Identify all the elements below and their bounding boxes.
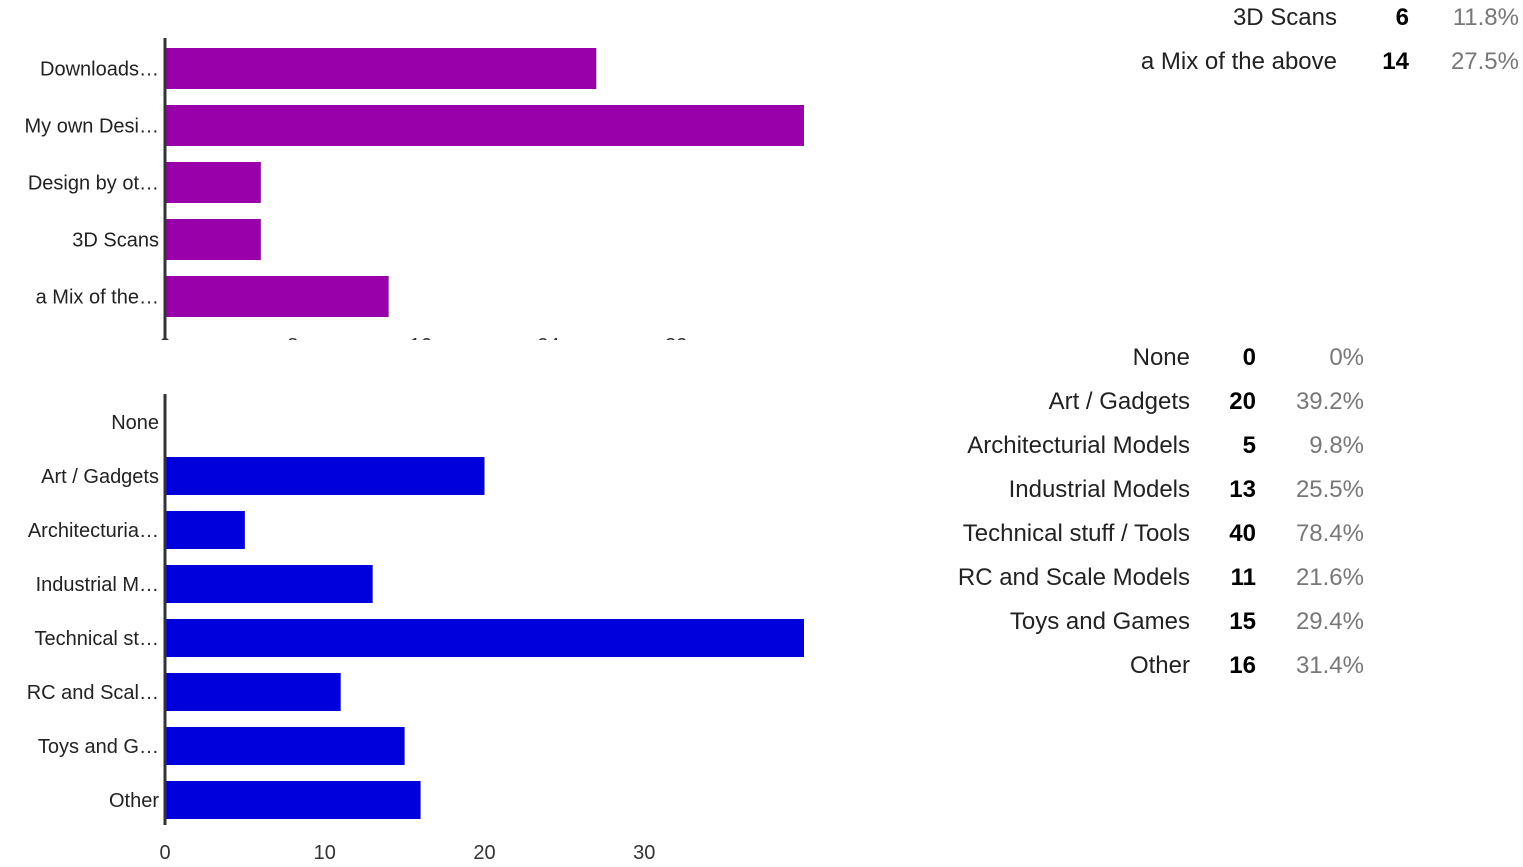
bottom-bar-chart: None Art / Gadgets Architecturia… Industria… (27, 394, 804, 864)
bar (166, 565, 373, 603)
summary-label: 3D Scans (1232, 4, 1337, 31)
summary-percent: 11.8% (1452, 4, 1519, 31)
summary-count: 20 (1229, 388, 1256, 415)
summary-table-bottom: None 0 0% Art / Gadgets 20 39.2% Architecturia… (930, 336, 1364, 688)
category-label: Downloads… (40, 59, 159, 81)
category-label: Industrial M… (36, 574, 159, 596)
bar (166, 48, 597, 89)
summary-row: Technical stuff / Tools 40 78.4% (930, 512, 1364, 556)
summary-percent: 21.6% (1295, 564, 1364, 591)
bar (166, 781, 421, 819)
category-label: Design by ot… (28, 173, 159, 195)
summary-count: 5 (1242, 432, 1256, 459)
category-label: Other (109, 790, 159, 812)
summary-percent: 78.4% (1295, 520, 1364, 547)
summary-row: Other 16 31.4% (930, 644, 1364, 688)
summary-row: a Mix of the above 14 27.5% (1097, 40, 1519, 84)
summary-row: 3D Scans 6 11.8% (1097, 0, 1519, 40)
summary-count: 11 (1230, 564, 1256, 591)
category-label: RC and Scal… (27, 682, 159, 704)
summary-count: 40 (1229, 520, 1256, 547)
x-tick-label: 32 (665, 335, 687, 340)
category-label: None (111, 412, 159, 434)
bar (166, 276, 389, 317)
summary-count: 6 (1395, 4, 1409, 31)
summary-count: 16 (1229, 652, 1256, 679)
category-label: 3D Scans (72, 230, 159, 252)
summary-percent: 0% (1329, 344, 1364, 371)
top-bar-chart: Downloads… My own Desi… Design by ot… 3D Sc… (25, 38, 804, 340)
bar (166, 727, 405, 765)
x-tick-label: 0 (159, 335, 170, 340)
summary-percent: 25.5% (1295, 476, 1364, 503)
summary-label: Art / Gadgets (1048, 388, 1190, 415)
category-label: Toys and G… (38, 736, 159, 758)
x-tick-label: 0 (159, 842, 170, 864)
summary-label: Architecturial Models (967, 432, 1190, 459)
summary-row: RC and Scale Models 11 21.6% (930, 556, 1364, 600)
bar (166, 105, 804, 146)
x-tick-label: 24 (537, 335, 559, 340)
summary-label: a Mix of the above (1140, 48, 1337, 75)
summary-label: Technical stuff / Tools (962, 520, 1190, 547)
summary-count: 13 (1229, 476, 1256, 503)
summary-count: 0 (1242, 344, 1256, 371)
bar (166, 219, 261, 260)
summary-label: Other (1129, 652, 1190, 679)
summary-label: None (1132, 344, 1190, 371)
summary-count: 14 (1382, 48, 1409, 75)
summary-percent: 29.4% (1295, 608, 1364, 635)
category-label: Technical st… (35, 628, 160, 650)
top-chart-clip: Downloads… My own Desi… Design by ot… 3D Sc… (0, 0, 1523, 340)
category-label: My own Desi… (25, 116, 159, 138)
summary-percent: 39.2% (1295, 388, 1364, 415)
summary-count: 15 (1229, 608, 1256, 635)
summary-percent: 9.8% (1309, 432, 1364, 459)
x-tick-label: 10 (314, 842, 336, 864)
x-tick-label: 8 (287, 335, 298, 340)
bar (166, 673, 341, 711)
summary-percent: 31.4% (1295, 652, 1364, 679)
bar (166, 457, 485, 495)
bar (166, 162, 261, 203)
summary-percent: 27.5% (1450, 48, 1519, 75)
x-tick-label: 16 (409, 335, 431, 340)
x-tick-label: 30 (633, 842, 655, 864)
bar (166, 511, 245, 549)
category-label: Art / Gadgets (41, 466, 159, 488)
summary-row: Art / Gadgets 20 39.2% (930, 380, 1364, 424)
summary-label: Toys and Games (1009, 608, 1190, 635)
category-label: Architecturia… (28, 520, 159, 542)
x-tick-label: 20 (473, 842, 495, 864)
summary-label: RC and Scale Models (957, 564, 1190, 591)
summary-row: Architecturial Models 5 9.8% (930, 424, 1364, 468)
summary-row: None 0 0% (930, 336, 1364, 380)
summary-label: Industrial Models (1008, 476, 1190, 503)
summary-table-top: 3D Scans 6 11.8% a Mix of the above 14 27.5% (1097, 0, 1519, 84)
bar (166, 619, 804, 657)
category-label: a Mix of the… (36, 287, 159, 309)
summary-row: Toys and Games 15 29.4% (930, 600, 1364, 644)
summary-row: Industrial Models 13 25.5% (930, 468, 1364, 512)
